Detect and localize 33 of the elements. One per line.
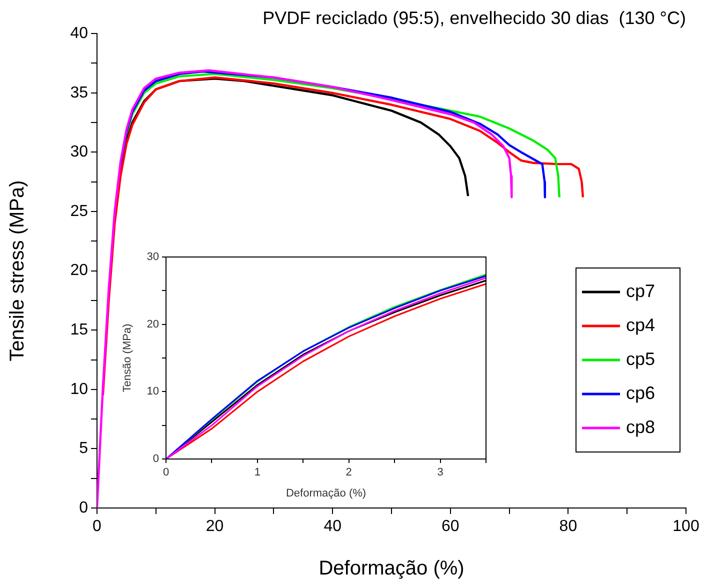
x-axis-title: Deformação (%) bbox=[318, 558, 464, 580]
legend-label: cp4 bbox=[626, 314, 656, 335]
x-tick-label: 60 bbox=[442, 518, 460, 536]
x-tick-label: 100 bbox=[672, 518, 700, 536]
x-tick-label: 0 bbox=[92, 518, 102, 536]
y-tick-label: 20 bbox=[146, 318, 159, 330]
y-tick-label: 40 bbox=[70, 25, 88, 42]
x-axis-title: Deformação (%) bbox=[286, 487, 366, 500]
y-tick-label: 20 bbox=[70, 262, 88, 280]
y-tick-label: 35 bbox=[70, 84, 88, 102]
y-axis-title: Tensão (MPa) bbox=[122, 324, 134, 392]
y-tick-label: 15 bbox=[70, 322, 88, 339]
y-tick-label: 5 bbox=[79, 440, 88, 458]
chart-title: PVDF reciclado (95:5), envelhecido 30 dias (130 °C) bbox=[262, 8, 686, 28]
y-tick-label: 30 bbox=[70, 144, 88, 161]
legend-label: cp8 bbox=[626, 416, 656, 437]
y-axis-title: Tensile stress (MPa) bbox=[6, 180, 29, 362]
y-tick-label: 25 bbox=[70, 202, 88, 220]
x-tick-label: 3 bbox=[437, 466, 444, 479]
y-tick-label: 10 bbox=[146, 386, 159, 398]
x-tick-label: 20 bbox=[206, 518, 224, 536]
x-tick-label: 0 bbox=[162, 466, 170, 479]
x-tick-label: 80 bbox=[559, 518, 578, 536]
x-tick-label: 40 bbox=[324, 518, 342, 536]
y-tick-label: 10 bbox=[70, 380, 88, 398]
legend-label: cp5 bbox=[626, 348, 656, 369]
legend-label: cp6 bbox=[626, 382, 656, 403]
y-tick-label: 0 bbox=[79, 499, 88, 516]
legend-label: cp7 bbox=[626, 280, 656, 301]
y-tick-label: 30 bbox=[146, 251, 159, 264]
x-tick-label: 1 bbox=[254, 466, 260, 479]
y-tick-label: 0 bbox=[152, 453, 159, 466]
x-tick-label: 2 bbox=[346, 466, 352, 479]
